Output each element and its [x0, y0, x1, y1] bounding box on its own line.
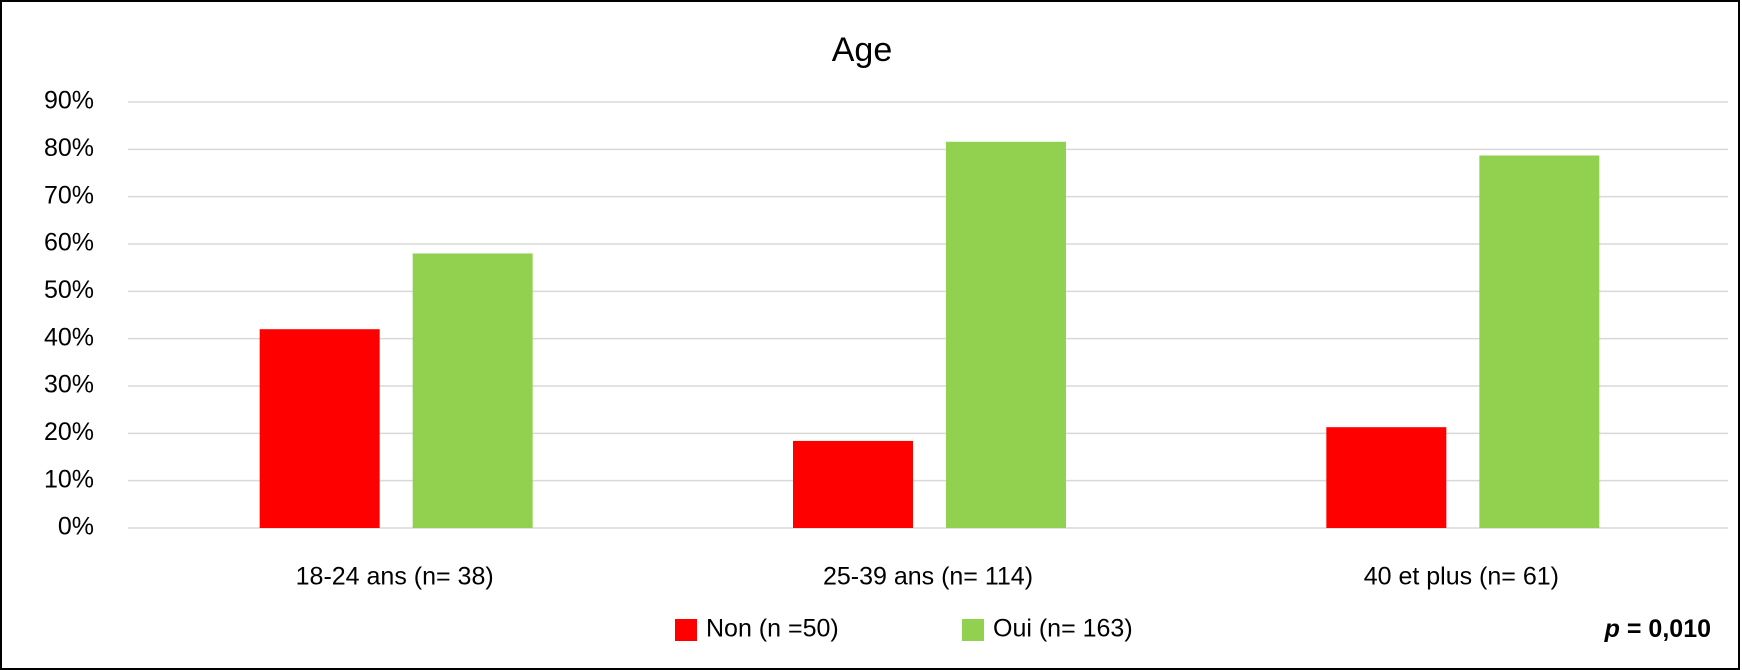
- annotation-value: = 0,010: [1627, 615, 1711, 643]
- x-tick-label: 40 et plus (n= 61): [1364, 563, 1559, 591]
- legend-label: Non (n =50): [706, 615, 839, 643]
- legend-swatch: [675, 619, 697, 641]
- bar: [412, 253, 533, 528]
- chart-title: Age: [832, 31, 893, 69]
- x-tick-label: 18-24 ans (n= 38): [296, 563, 494, 591]
- y-tick-label: 50%: [44, 276, 94, 304]
- bar: [946, 141, 1066, 528]
- y-tick-label: 0%: [58, 513, 94, 541]
- y-tick-label: 10%: [44, 465, 94, 493]
- bar: [793, 440, 913, 528]
- y-tick-label: 20%: [44, 418, 94, 446]
- y-tick-label: 80%: [44, 134, 94, 162]
- annotation-p: p: [1604, 615, 1620, 643]
- legend-swatch: [962, 619, 984, 641]
- bar: [1479, 155, 1600, 528]
- y-tick-label: 60%: [44, 229, 94, 257]
- y-tick-label: 40%: [44, 323, 94, 351]
- x-tick-label: 25-39 ans (n= 114): [823, 563, 1033, 591]
- annotation: p = 0,010: [1604, 615, 1711, 643]
- bar: [259, 329, 380, 528]
- bar: [1326, 427, 1447, 528]
- legend-label: Oui (n= 163): [993, 615, 1133, 643]
- y-tick-label: 70%: [44, 181, 94, 209]
- y-tick-label: 30%: [44, 371, 94, 399]
- y-tick-label: 90%: [44, 87, 94, 115]
